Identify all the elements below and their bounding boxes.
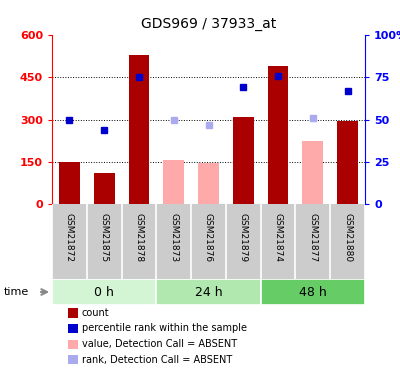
Bar — [337, 121, 358, 204]
Bar — [156, 279, 261, 305]
Text: value, Detection Call = ABSENT: value, Detection Call = ABSENT — [82, 339, 237, 349]
Bar — [268, 66, 288, 204]
Bar — [198, 163, 219, 204]
Text: GSM21875: GSM21875 — [100, 213, 109, 262]
Bar — [233, 117, 254, 204]
Bar — [59, 162, 80, 204]
Text: 0 h: 0 h — [94, 285, 114, 298]
Text: count: count — [82, 308, 110, 318]
Title: GDS969 / 37933_at: GDS969 / 37933_at — [141, 17, 276, 31]
Text: GSM21873: GSM21873 — [169, 213, 178, 262]
Text: GSM21872: GSM21872 — [65, 213, 74, 262]
Text: GSM21876: GSM21876 — [204, 213, 213, 262]
Text: GSM21878: GSM21878 — [134, 213, 144, 262]
Text: percentile rank within the sample: percentile rank within the sample — [82, 324, 247, 333]
Text: rank, Detection Call = ABSENT: rank, Detection Call = ABSENT — [82, 354, 232, 364]
Text: 48 h: 48 h — [299, 285, 327, 298]
Bar — [302, 141, 323, 204]
Text: GSM21880: GSM21880 — [343, 213, 352, 262]
Bar — [94, 173, 115, 204]
Text: GSM21879: GSM21879 — [239, 213, 248, 262]
Bar — [163, 160, 184, 204]
Text: GSM21877: GSM21877 — [308, 213, 317, 262]
Bar — [128, 55, 149, 204]
Text: 24 h: 24 h — [195, 285, 222, 298]
Text: time: time — [4, 287, 29, 297]
Bar — [52, 279, 156, 305]
Text: GSM21874: GSM21874 — [274, 213, 282, 262]
Bar — [261, 279, 365, 305]
